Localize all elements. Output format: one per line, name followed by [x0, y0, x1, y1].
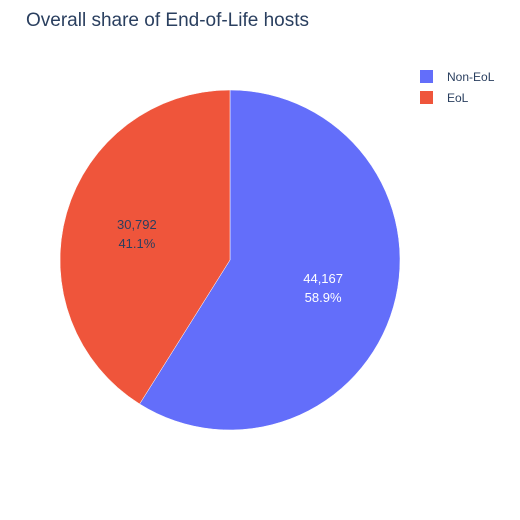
legend-item-eol[interactable]: EoL	[420, 87, 494, 108]
legend-swatch-eol	[420, 91, 433, 104]
slice-percent-label-non-eol: 58.9%	[305, 290, 342, 305]
chart-title: Overall share of End-of-Life hosts	[26, 10, 310, 31]
legend-swatch-non-eol	[420, 70, 433, 83]
legend-label-non-eol: Non-EoL	[447, 69, 495, 84]
slice-value-label-eol: 30,792	[117, 217, 157, 232]
pie-slice-eol[interactable]	[59, 89, 231, 405]
slices-layer	[59, 89, 401, 431]
slice-percent-label-eol: 41.1%	[118, 236, 155, 251]
pie-slice-non-eol[interactable]	[139, 89, 401, 431]
labels-layer: 44,167 58.9% 30,792 41.1%	[117, 217, 343, 305]
legend-label-eol: EoL	[447, 90, 469, 105]
slice-value-label-non-eol: 44,167	[303, 271, 343, 286]
legend-item-non-eol[interactable]: Non-EoL	[420, 66, 494, 87]
legend: Non-EoL EoL	[420, 66, 494, 108]
